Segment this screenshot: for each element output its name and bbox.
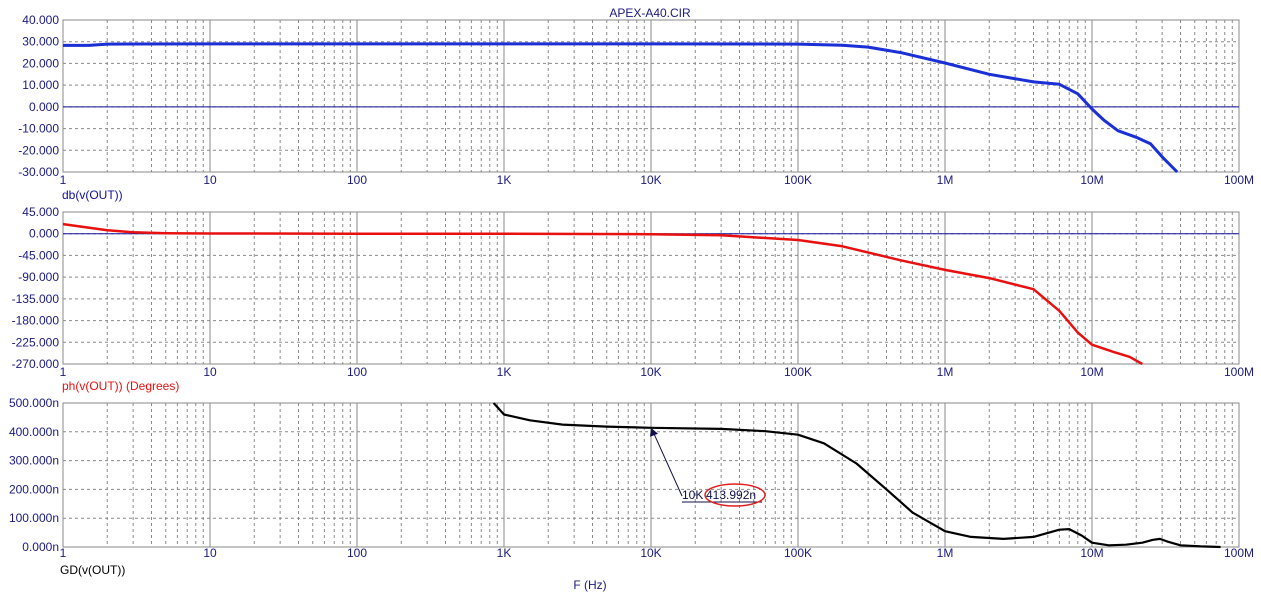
y-tick-label: 0.000n xyxy=(22,540,59,554)
y-tick-label: 45.000 xyxy=(22,205,59,219)
y-tick-label: 0.000 xyxy=(29,100,59,114)
x-tick-label: 100 xyxy=(347,546,367,560)
x-tick-label: 1M xyxy=(937,173,954,187)
y-tick-label: 40.000 xyxy=(22,13,59,27)
x-tick-label: 100M xyxy=(1224,365,1254,379)
y-tick-label: -180.000 xyxy=(12,314,60,328)
y-tick-label: -90.000 xyxy=(18,270,59,284)
annotation-frequency-label: 10K xyxy=(682,488,703,502)
plot-frame xyxy=(62,402,1240,548)
x-tick-label: 10M xyxy=(1080,546,1103,560)
x-tick-label: 100M xyxy=(1224,173,1254,187)
y-tick-label: -20.000 xyxy=(18,143,59,157)
phase-plot: 45.000 0.000 -45.000 -90.000 -135.000 -180.00… xyxy=(12,205,1254,379)
x-tick-label: 10M xyxy=(1080,173,1103,187)
group-delay-axis-label: GD(v(OUT)) xyxy=(60,563,125,577)
gain-axis-label: db(v(OUT)) xyxy=(62,188,123,202)
y-tick-label: 400.000n xyxy=(9,425,59,439)
y-tick-label: 200.000n xyxy=(9,482,59,496)
x-tick-label: 10 xyxy=(203,173,217,187)
x-tick-label: 10 xyxy=(203,365,217,379)
plot-frame xyxy=(62,19,1240,173)
x-tick-label: 1K xyxy=(497,365,512,379)
x-tick-label: 1 xyxy=(60,365,67,379)
gain-series-line xyxy=(63,42,1179,174)
x-tick-label: 100K xyxy=(784,365,812,379)
plot-frame xyxy=(62,211,1240,365)
y-tick-label: 30.000 xyxy=(22,35,59,49)
y-tick-label: 500.000n xyxy=(9,396,59,410)
x-tick-label: 100 xyxy=(347,365,367,379)
x-axis-label: F (Hz) xyxy=(573,578,606,592)
x-tick-label: 1K xyxy=(497,173,512,187)
x-tick-label: 10K xyxy=(640,546,661,560)
annotation-arrow-icon xyxy=(650,427,658,437)
y-tick-label: -270.000 xyxy=(12,357,60,371)
y-tick-label: -45.000 xyxy=(18,248,59,262)
x-tick-label: 10K xyxy=(640,365,661,379)
x-tick-label: 1M xyxy=(937,365,954,379)
group-delay-plot: 500.000n400.000n300.000n200.000n100.000n… xyxy=(9,396,1254,560)
y-tick-label: -10.000 xyxy=(18,122,59,136)
x-tick-label: 100K xyxy=(784,173,812,187)
y-tick-label: 20.000 xyxy=(22,56,59,70)
x-tick-label: 10 xyxy=(203,546,217,560)
x-tick-label: 1M xyxy=(937,546,954,560)
x-tick-label: 100M xyxy=(1224,546,1254,560)
y-tick-label: -30.000 xyxy=(18,165,59,179)
annotation-value-label: 413.992n xyxy=(706,488,756,502)
x-tick-label: 100K xyxy=(784,546,812,560)
y-tick-label: -225.000 xyxy=(12,335,60,349)
annotation-leader-line xyxy=(653,433,683,497)
y-tick-label: 10.000 xyxy=(22,78,59,92)
x-tick-label: 10K xyxy=(640,173,661,187)
y-tick-label: 300.000n xyxy=(9,454,59,468)
y-tick-label: -135.000 xyxy=(12,292,60,306)
x-tick-label: 1 xyxy=(60,546,67,560)
y-tick-label: 0.000 xyxy=(29,227,59,241)
x-tick-label: 10M xyxy=(1080,365,1103,379)
x-tick-label: 1 xyxy=(60,173,67,187)
phase-axis-label: ph(v(OUT)) (Degrees) xyxy=(62,379,179,393)
highlight-circle xyxy=(704,483,766,507)
gd-series-line xyxy=(492,402,1221,549)
y-tick-label: 100.000n xyxy=(9,511,59,525)
x-tick-label: 100 xyxy=(347,173,367,187)
chart-title: APEX-A40.CIR xyxy=(609,6,691,20)
gain-plot: 40.000 30.000 20.000 10.000 0.000 -10.000 -20.… xyxy=(18,13,1254,187)
phase-series-line xyxy=(62,222,1143,366)
x-tick-label: 1K xyxy=(497,546,512,560)
